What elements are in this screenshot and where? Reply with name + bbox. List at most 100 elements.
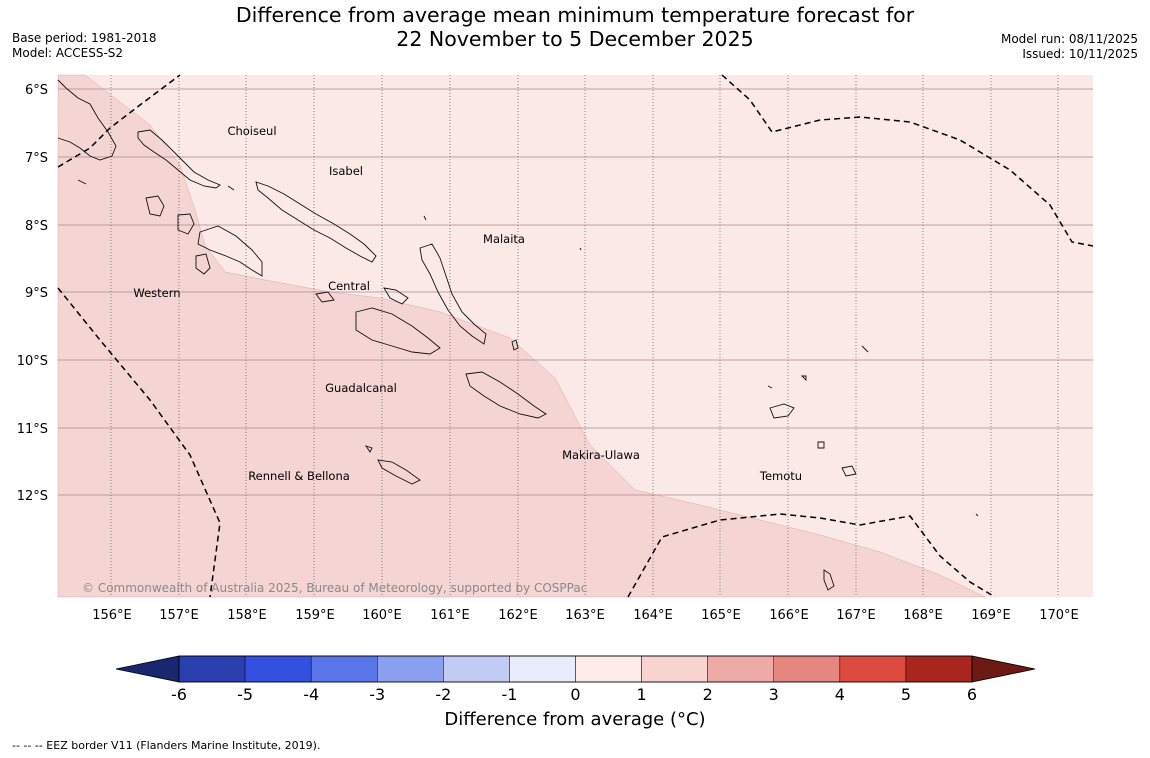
colorbar-tick-label: -6: [171, 685, 187, 704]
colorbar-cell: [509, 655, 576, 683]
colorbar-over-arrow: [971, 655, 1036, 683]
island-rennell: [377, 459, 421, 485]
island-small5: [227, 185, 235, 191]
chart-title: Difference from average mean minimum tem…: [0, 3, 1150, 51]
region-label-choiseul: Choiseul: [227, 124, 276, 138]
colorbar-cell: [443, 655, 510, 683]
island-small2: [579, 247, 582, 251]
island-vellalavella: [145, 195, 165, 217]
eez-border-north-east: [721, 74, 1094, 247]
island-rendova: [195, 253, 211, 275]
lat-label-12s: 12°S: [17, 489, 48, 504]
colorbar-under-arrow: [115, 655, 180, 683]
map-shading-dark: [57, 74, 986, 598]
colorbar-cell: [178, 655, 246, 683]
colorbar-tick-label: 2: [703, 685, 713, 704]
colorbar-cell: [244, 655, 312, 683]
colorbar-tick-label: -3: [369, 685, 385, 704]
lon-label-170e: 170°E: [1039, 608, 1079, 623]
colorbar-tick-label: 6: [967, 685, 977, 704]
colorbar: -6 -5 -4 -3 -2 -1 0 1 2 3 4 5 6: [115, 655, 1036, 704]
lon-label-157e: 157°E: [159, 608, 199, 623]
island-newgeorgia: [177, 213, 195, 235]
region-label-central: Central: [328, 279, 370, 293]
lat-label-10s: 10°S: [17, 354, 48, 369]
lon-label-162e: 162°E: [498, 608, 538, 623]
eez-border-west: [57, 287, 221, 598]
island-malaita: [419, 243, 487, 345]
island-reef: [861, 345, 869, 353]
title-line-1: Difference from average mean minimum tem…: [235, 3, 915, 27]
island-small4: [767, 385, 773, 389]
island-choiseul: [137, 129, 221, 189]
lon-label-165e: 165°E: [701, 608, 741, 623]
base-period: Base period: 1981-2018: [12, 31, 157, 45]
lon-label-167e: 167°E: [836, 608, 876, 623]
meta-right: Model run: 08/11/2025 Issued: 10/11/2025: [1001, 32, 1138, 62]
colorbar-cell: [641, 655, 708, 683]
island-guadalcanal: [355, 307, 441, 355]
lat-label-6s: 6°S: [25, 83, 48, 98]
region-label-makira-ulawa: Makira-Ulawa: [562, 448, 640, 462]
lat-labels: 6°S 7°S 8°S 9°S 10°S 11°S 12°S: [17, 83, 48, 504]
lat-gridlines: [58, 88, 1093, 496]
colorbar-label: Difference from average (°C): [444, 709, 706, 730]
island-small1: [423, 215, 427, 221]
colorbar-tick-label: -5: [237, 685, 253, 704]
lon-label-158e: 158°E: [227, 608, 267, 623]
lon-label-160e: 160°E: [362, 608, 402, 623]
island-ndeni: [769, 403, 795, 419]
region-labels: Choiseul Isabel Malaita Western Central …: [133, 124, 802, 483]
region-label-guadalcanal: Guadalcanal: [325, 381, 397, 395]
colorbar-tick-label: -2: [435, 685, 451, 704]
model-name: Model: ACCESS-S2: [12, 46, 124, 60]
colorbar-tick-label: -1: [501, 685, 517, 704]
colorbar-cell: [839, 655, 907, 683]
colorbar-cell: [707, 655, 775, 683]
model-run: Model run: 08/11/2025: [1000, 32, 1138, 46]
island-newgeorgia2: [197, 225, 263, 277]
eez-footnote: -- -- -- EEZ border V11 (Flanders Marine…: [12, 739, 321, 752]
eez-border-north-west: [57, 74, 181, 168]
region-label-temotu: Temotu: [759, 469, 802, 483]
meta-left: Base period: 1981-2018 Model: ACCESS-S2: [12, 31, 157, 61]
island-russell: [315, 291, 335, 303]
island-ulawa: [511, 339, 519, 351]
colorbar-cell: [575, 655, 642, 683]
island-duff: [800, 375, 807, 382]
region-label-isabel: Isabel: [329, 164, 363, 178]
colorbar-frame: [178, 655, 973, 683]
island-bougainville: [57, 79, 117, 161]
island-tikopia: [823, 569, 835, 591]
colorbar-tick-label: 5: [901, 685, 911, 704]
colorbar-cell: [377, 655, 444, 683]
colorbar-cell: [905, 655, 973, 683]
island-vanikoro: [841, 465, 857, 477]
title-line-2: 22 November to 5 December 2025: [396, 27, 754, 51]
island-utupua: [817, 441, 825, 449]
colorbar-tick-label: 4: [835, 685, 845, 704]
colorbar-ticks: -6 -5 -4 -3 -2 -1 0 1 2 3 4 5 6: [171, 685, 977, 704]
colorbar-cell: [773, 655, 841, 683]
colorbar-tick-label: 3: [769, 685, 779, 704]
region-label-malaita: Malaita: [483, 232, 525, 246]
lon-label-156e: 156°E: [92, 608, 132, 623]
island-small6: [77, 179, 87, 185]
region-label-rennell-bellona: Rennell & Bellona: [248, 469, 350, 483]
island-florida: [383, 287, 409, 305]
colorbar-tick-label: 0: [570, 685, 580, 704]
region-label-western: Western: [133, 286, 180, 300]
colorbar-tick-label: 1: [636, 685, 646, 704]
island-makira: [465, 371, 547, 419]
lon-label-164e: 164°E: [633, 608, 673, 623]
lon-label-169e: 169°E: [971, 608, 1011, 623]
lon-label-163e: 163°E: [565, 608, 605, 623]
lon-label-166e: 166°E: [769, 608, 809, 623]
lat-label-8s: 8°S: [25, 219, 48, 234]
copyright-text: © Commonwealth of Australia 2025, Bureau…: [82, 581, 587, 595]
colorbar-cells: [178, 655, 973, 683]
island-small3: [975, 513, 979, 517]
lon-label-161e: 161°E: [430, 608, 470, 623]
eez-borders: [57, 74, 1094, 598]
